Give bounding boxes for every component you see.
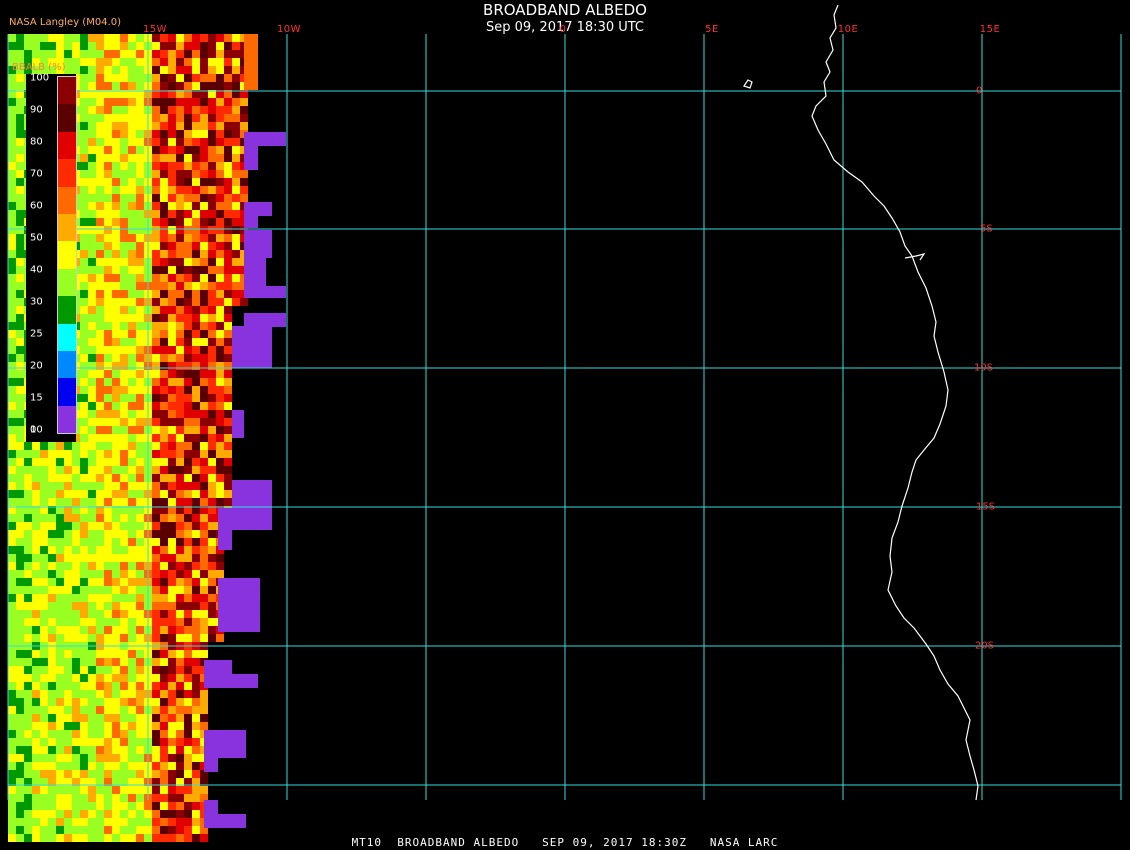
color-scale-bar (57, 76, 77, 434)
legend-swatch (58, 104, 76, 132)
legend-tick-label: 10 (30, 424, 43, 436)
legend-swatch (58, 77, 76, 105)
legend-tick-label: 100 (30, 72, 50, 84)
footer-caption: MT10 BROADBAND ALBEDO SEP 09, 2017 18:30… (351, 836, 779, 849)
legend-tick-label: 50 (30, 232, 43, 244)
map-timestamp: Sep 09, 2017 18:30 UTC (485, 20, 645, 35)
lon-label-10e: 10E (837, 24, 859, 35)
lat-label-10s: 10S (974, 362, 994, 374)
legend-swatch (58, 296, 76, 324)
lat-label-5s: 5S (980, 223, 993, 235)
lat-label-0: 0 (976, 85, 983, 97)
legend-tick-label: 30 (30, 296, 43, 308)
legend-swatch (58, 131, 76, 160)
legend-swatch (58, 268, 76, 297)
lon-label-15e: 15E (979, 24, 1001, 35)
coastline (743, 4, 979, 801)
legend-swatch (58, 378, 76, 406)
legend-swatch (58, 350, 76, 379)
lon-label-15w: 15W (142, 24, 168, 35)
bioko-island (743, 79, 753, 89)
legend-tick-label: 80 (30, 136, 43, 148)
credit-label: NASA Langley (M04.0) (9, 17, 121, 28)
lat-label-20s: 20S (975, 640, 995, 652)
lon-label-10w: 10W (276, 24, 302, 35)
legend-tick-label: 0 (30, 424, 37, 436)
map-title: BROADBAND ALBEDO (483, 1, 647, 19)
legend-swatch (58, 323, 76, 351)
congo-estuary (904, 253, 926, 261)
legend-title: BBALB (%) (12, 62, 66, 73)
legend-swatch (58, 405, 76, 434)
legend-swatch (58, 186, 76, 214)
legend-tick-label: 25 (30, 328, 43, 340)
legend-tick-label: 20 (30, 360, 43, 372)
lat-lon-grid (7, 34, 1122, 800)
lon-label-0: 0 (559, 24, 567, 35)
legend-tick-label: 90 (30, 104, 43, 116)
legend-tick-label: 40 (30, 264, 43, 276)
legend-tick-label: 70 (30, 168, 43, 180)
legend-tick-label: 15 (30, 392, 43, 404)
legend-swatch (58, 213, 76, 242)
legend-swatch (58, 241, 76, 269)
legend-swatch (58, 159, 76, 187)
legend-tick-label: 60 (30, 200, 43, 212)
lon-label-5e: 5E (705, 24, 719, 35)
lat-label-15s: 15S (976, 501, 996, 513)
africa-coastline (811, 4, 979, 801)
